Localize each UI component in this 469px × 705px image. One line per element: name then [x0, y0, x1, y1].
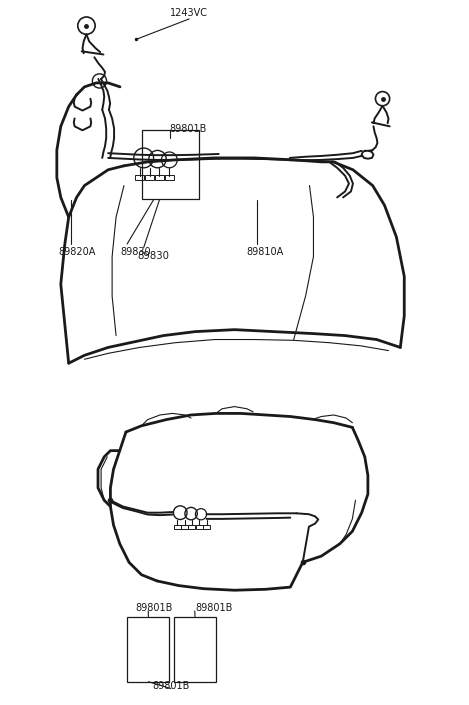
- Bar: [182, 525, 188, 529]
- Bar: [188, 525, 195, 529]
- Text: 89830: 89830: [120, 247, 151, 257]
- Bar: [203, 525, 210, 529]
- Bar: [128, 617, 169, 682]
- Text: 89801B: 89801B: [135, 603, 173, 613]
- Bar: [174, 525, 181, 529]
- Bar: [145, 175, 154, 180]
- Text: 1243VC: 1243VC: [170, 8, 208, 18]
- Bar: [155, 175, 164, 180]
- Bar: [174, 617, 216, 682]
- Text: 89801B: 89801B: [152, 681, 189, 691]
- Text: 89801B: 89801B: [169, 124, 207, 134]
- Text: 89820A: 89820A: [59, 247, 96, 257]
- Text: 89830: 89830: [138, 251, 170, 261]
- Bar: [165, 175, 174, 180]
- Text: 89810A: 89810A: [246, 247, 284, 257]
- Bar: [196, 525, 203, 529]
- Bar: [135, 175, 144, 180]
- Text: 89801B: 89801B: [196, 603, 233, 613]
- Bar: [142, 130, 199, 200]
